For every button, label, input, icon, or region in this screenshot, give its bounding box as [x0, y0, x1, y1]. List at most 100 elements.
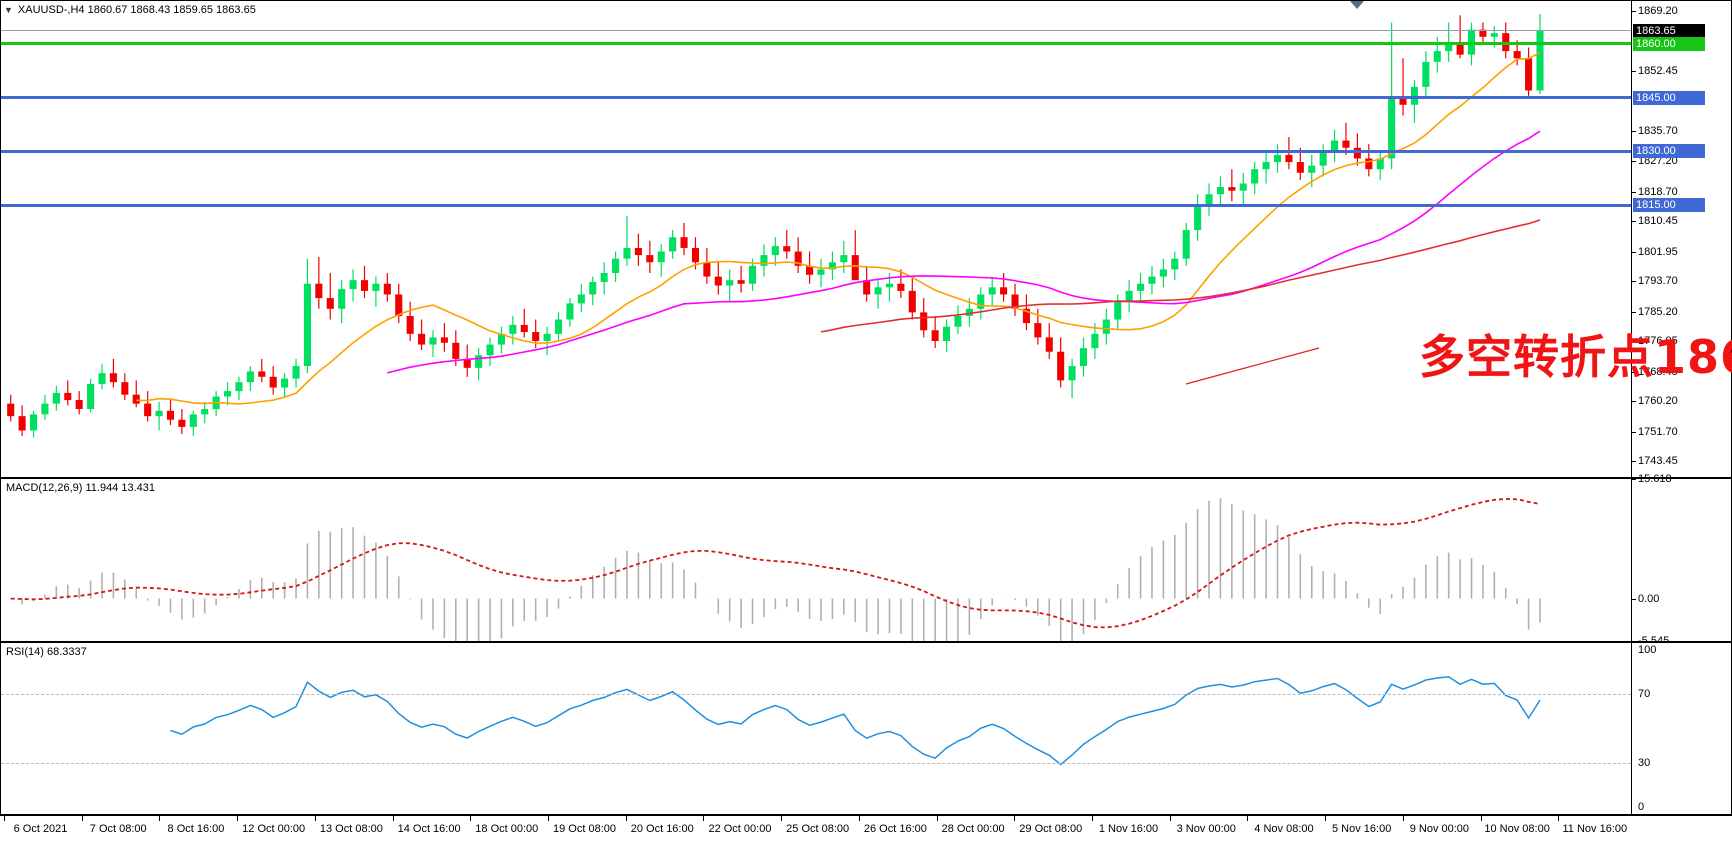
time-tickmark	[858, 816, 860, 821]
time-tickmark	[1480, 816, 1482, 821]
level-line-1845[interactable]	[1, 96, 1631, 100]
time-tick-label: 10 Nov 08:00	[1484, 823, 1550, 835]
axis-tickmark	[1632, 70, 1636, 72]
time-tick-label: 20 Oct 16:00	[630, 823, 694, 835]
crosshair-marker	[1350, 1, 1364, 9]
macd-panel[interactable]: MACD(12,26,9) 11.944 13.431 15.618 0.00 -5…	[0, 473, 1732, 647]
time-tick-label: 9 Nov 00:00	[1409, 823, 1470, 835]
macd-tick-label: 15.618	[1638, 473, 1672, 485]
price-tick-label: 1852.45	[1638, 64, 1678, 77]
rsi-band-70	[1, 694, 1631, 696]
time-axis[interactable]: 6 Oct 2021 7 Oct 08:00 8 Oct 16:00 12 Oct 0…	[0, 815, 1732, 841]
axis-tickmark	[1632, 11, 1636, 13]
axis-tickmark	[1632, 251, 1636, 253]
rsi-plot-area[interactable]	[1, 643, 1631, 814]
time-tickmark	[703, 816, 705, 821]
axis-tickmark	[1632, 479, 1636, 480]
price-axis[interactable]: 1869.20 1852.45 1835.70 1827.20 1818.70 1810.…	[1631, 1, 1731, 477]
axis-tickmark	[1632, 461, 1636, 463]
price-tick-label: 1810.45	[1638, 215, 1678, 228]
time-tick-label: 19 Oct 08:00	[553, 823, 617, 835]
price-tick-label: 1768.45	[1638, 365, 1678, 378]
axis-tickmark	[1632, 130, 1636, 132]
rsi-tick-label: 70	[1638, 688, 1651, 701]
rsi-tick-label: 30	[1638, 756, 1651, 769]
time-tick-label: 22 Oct 00:00	[708, 823, 772, 835]
price-tick-label: 1793.70	[1638, 275, 1678, 288]
time-tick-label: 6 Oct 2021	[13, 823, 68, 835]
rsi-tick-label: 0	[1638, 801, 1645, 813]
price-series-svg	[7, 13, 1544, 438]
time-tick-label: 4 Nov 08:00	[1254, 823, 1314, 835]
time-tick-label: 8 Oct 16:00	[167, 823, 225, 835]
level-price-tag-1860[interactable]: 1860.00	[1633, 36, 1705, 51]
current-price-line	[1, 30, 1631, 32]
rsi-axis: 100 70 30 0	[1631, 643, 1731, 814]
time-tick-label: 5 Nov 16:00	[1331, 823, 1392, 835]
time-tickmark	[625, 816, 627, 821]
time-tickmark	[1247, 816, 1249, 821]
time-tickmark	[237, 816, 239, 821]
rsi-label: RSI(14) 68.3337	[6, 646, 87, 658]
axis-tickmark	[1632, 161, 1636, 163]
time-tickmark	[781, 816, 783, 821]
price-tick-label: 1818.70	[1638, 185, 1678, 198]
price-tick-label: 1801.95	[1638, 245, 1678, 258]
level-price-tag-1830[interactable]: 1830.00	[1633, 144, 1705, 159]
symbol-ohlc-label: XAUUSD-,H4 1860.67 1868.43 1859.65 1863.…	[17, 4, 256, 16]
level-line-1830[interactable]	[1, 149, 1631, 153]
current-price-tag[interactable]: 1863.65	[1633, 23, 1705, 38]
level-line-1860[interactable]	[1, 42, 1631, 46]
time-tick-label: 26 Oct 16:00	[863, 823, 927, 835]
symbol-bar[interactable]: ▼ XAUUSD-,H4 1860.67 1868.43 1859.65 186…	[4, 3, 256, 17]
rsi-series-svg	[170, 676, 1541, 766]
time-tickmark	[1402, 816, 1404, 821]
rsi-band-30	[1, 762, 1631, 764]
macd-plot-area[interactable]	[1, 479, 1631, 641]
level-price-tag-1845[interactable]: 1845.00	[1633, 90, 1705, 105]
price-tick-label: 1785.20	[1638, 305, 1678, 318]
time-tickmark	[470, 816, 472, 821]
price-tick-label: 1760.20	[1638, 395, 1678, 408]
time-tick-label: 11 Nov 16:00	[1562, 823, 1628, 835]
price-tick-label: 1827.20	[1638, 155, 1678, 168]
time-tick-label: 25 Oct 08:00	[786, 823, 850, 835]
axis-tickmark	[1632, 401, 1636, 403]
axis-tickmark	[1632, 341, 1636, 343]
level-price-tag-1815[interactable]: 1815.00	[1633, 198, 1705, 212]
macd-series-svg	[10, 497, 1541, 641]
time-tickmark	[1092, 816, 1093, 821]
price-panel[interactable]: 多空转折点1860 1869.201852.451835.701827.2018…	[0, 0, 1732, 478]
time-tickmark	[392, 816, 394, 821]
level-line-1815[interactable]	[1, 203, 1631, 207]
axis-tickmark	[1632, 641, 1636, 642]
time-tick-label: 29 Oct 08:00	[1019, 823, 1083, 835]
price-plot-area[interactable]	[1, 1, 1631, 477]
time-tick-label: 13 Oct 08:00	[319, 823, 383, 835]
time-tick-label: 18 Oct 00:00	[475, 823, 539, 835]
axis-tickmark	[1632, 431, 1636, 433]
time-tickmark	[314, 816, 316, 821]
time-tickmark	[1558, 816, 1560, 821]
time-tick-label: 12 Oct 00:00	[242, 823, 306, 835]
rsi-panel[interactable]: RSI(14) 68.3337 100 70 30 0	[0, 642, 1732, 815]
price-tick-label: 1835.70	[1638, 124, 1678, 137]
time-tick-label: 7 Oct 08:00	[89, 823, 147, 835]
time-tickmark	[1014, 816, 1016, 821]
time-tick-label: 1 Nov 16:00	[1098, 823, 1159, 835]
time-tick-label: 28 Oct 00:00	[941, 823, 1005, 835]
price-tick-label: 1776.95	[1638, 335, 1678, 348]
price-tick-label: 1743.45	[1638, 455, 1678, 468]
price-tick-label: 1751.70	[1638, 425, 1678, 438]
chevron-down-icon[interactable]: ▼	[4, 4, 13, 15]
axis-tickmark	[1632, 311, 1636, 313]
axis-tickmark	[1632, 371, 1636, 373]
time-tickmark	[548, 816, 549, 821]
annotation-text: 多空转折点1860	[1419, 330, 1732, 384]
time-tick-label: 14 Oct 16:00	[397, 823, 461, 835]
time-tickmark	[81, 816, 83, 821]
axis-tickmark	[1632, 281, 1636, 283]
time-tick-label: 3 Nov 00:00	[1176, 823, 1236, 835]
macd-tick-label: 0.00	[1638, 592, 1660, 605]
